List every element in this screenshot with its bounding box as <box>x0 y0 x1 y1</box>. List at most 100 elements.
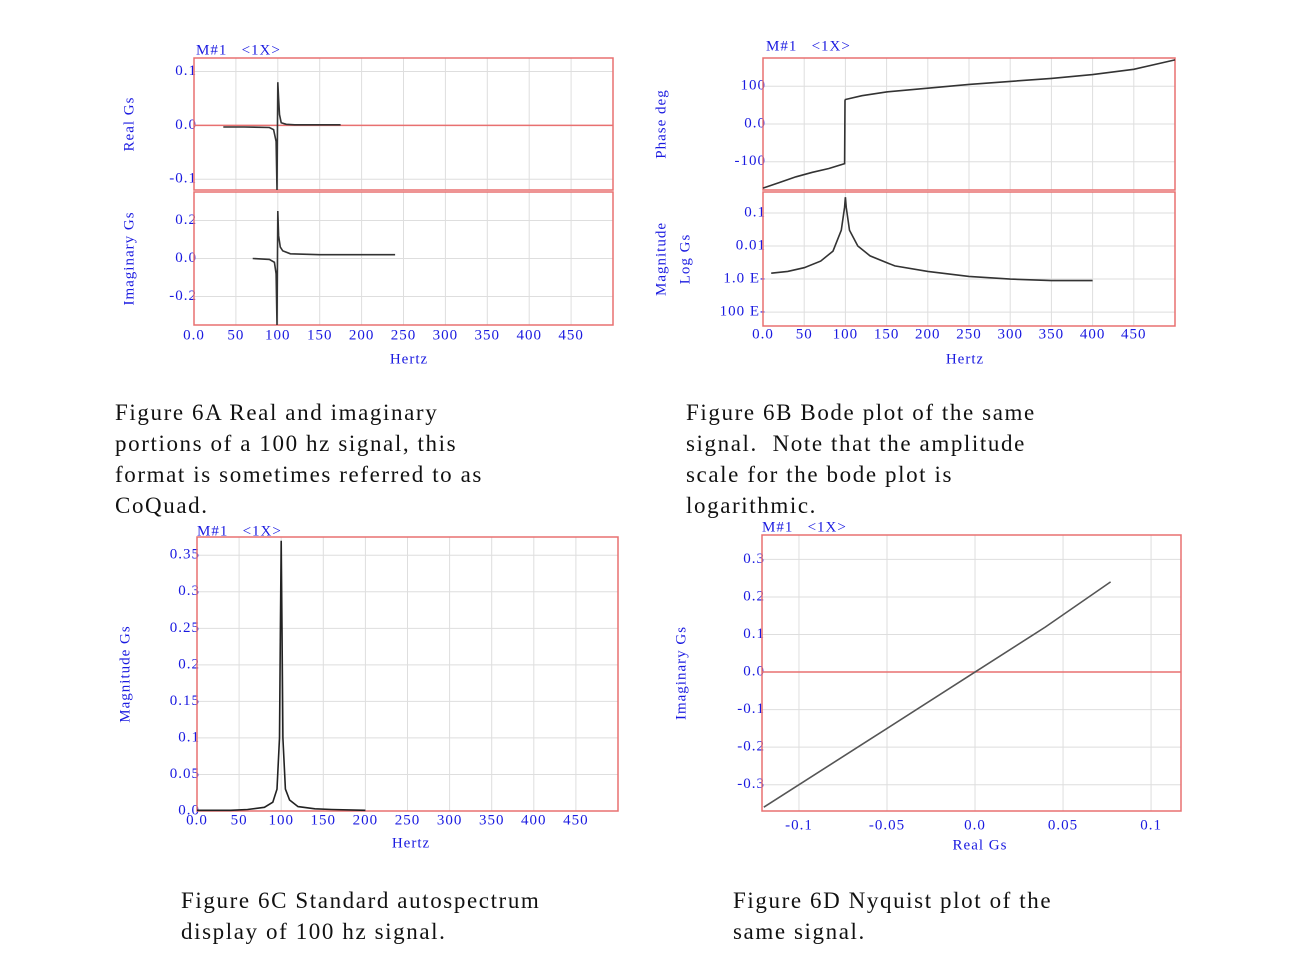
x-tick-label: 150 <box>311 812 337 828</box>
caption-line: logarithmic. <box>686 493 817 518</box>
caption: Figure 6D Nyquist plot of the same signal… <box>733 885 1052 947</box>
caption-line: same signal. <box>733 919 866 944</box>
y-tick-label: 0.05 <box>170 766 200 782</box>
plot-frame <box>196 536 619 812</box>
y-axis-label: Log Gs <box>677 234 693 285</box>
x-tick-label: 400 <box>521 812 547 828</box>
x-tick-label: 400 <box>1080 326 1106 342</box>
x-tick-label: 250 <box>391 327 417 343</box>
caption-line: Figure 6B Bode plot of the same <box>686 400 1036 425</box>
y-tick-label: 0.2 <box>178 656 200 672</box>
x-tick-label: 100 <box>833 326 859 342</box>
x-tick-label: 0.0 <box>964 817 986 833</box>
x-tick-label: 50 <box>231 812 248 828</box>
x-axis-label: Real Gs <box>953 837 1008 853</box>
x-tick-label: 200 <box>349 327 375 343</box>
y-tick-label: 0.1 <box>178 729 200 745</box>
y-tick-label: -0.1 <box>169 171 197 187</box>
caption: Figure 6B Bode plot of the same signal. N… <box>686 397 1036 521</box>
x-tick-label: 250 <box>956 326 982 342</box>
caption-line: scale for the bode plot is <box>686 462 954 487</box>
x-tick-label: 150 <box>874 326 900 342</box>
caption-line: Figure 6C Standard autospectrum <box>181 888 541 913</box>
y-tick-label: -0.3 <box>737 776 765 792</box>
y-tick-label: -0.1 <box>737 701 765 717</box>
y-tick-label: -0.2 <box>737 739 765 755</box>
y-axis-label: Magnitude Gs <box>117 625 133 722</box>
x-tick-label: 300 <box>997 326 1023 342</box>
data-line <box>252 210 396 326</box>
caption: Figure 6A Real and imaginary portions of … <box>115 397 483 521</box>
caption-line: portions of a 100 hz signal, this <box>115 431 458 456</box>
marker-label: M#1 <1X> <box>762 519 847 535</box>
x-tick-label: 0.1 <box>1140 817 1162 833</box>
y-axis-label: Imaginary Gs <box>121 211 137 305</box>
x-tick-label: 0.05 <box>1048 817 1078 833</box>
x-tick-label: 100 <box>265 327 291 343</box>
x-tick-label: 200 <box>353 812 379 828</box>
y-tick-label: 100 <box>741 78 767 94</box>
y-tick-label: 0.25 <box>170 620 200 636</box>
y-tick-label: 1.0 E- <box>723 270 766 286</box>
caption: Figure 6C Standard autospectrum display o… <box>181 885 540 947</box>
y-tick-label: 0.2 <box>743 588 765 604</box>
x-tick-label: -0.05 <box>869 817 905 833</box>
x-tick-label: 300 <box>433 327 459 343</box>
data-line <box>771 197 1093 282</box>
x-tick-label: 450 <box>1121 326 1147 342</box>
y-tick-label: 0.0 <box>175 117 197 133</box>
plot-frame <box>193 191 614 326</box>
caption-line: signal. Note that the amplitude <box>686 431 1026 456</box>
y-axis-label: Imaginary Gs <box>673 626 689 720</box>
x-tick-label: 350 <box>475 327 501 343</box>
x-tick-label: -0.1 <box>785 817 813 833</box>
x-tick-label: 350 <box>1039 326 1065 342</box>
plot-frame <box>761 534 1182 812</box>
y-tick-label: 100 E- <box>720 304 766 320</box>
x-tick-label: 150 <box>307 327 333 343</box>
y-tick-label: 0.0 <box>744 115 766 131</box>
caption-line: CoQuad. <box>115 493 209 518</box>
x-tick-label: 250 <box>395 812 421 828</box>
y-tick-label: 0.2 <box>175 212 197 228</box>
x-tick-label: 400 <box>516 327 542 343</box>
y-tick-label: 0.3 <box>743 551 765 567</box>
x-tick-label: 350 <box>479 812 505 828</box>
x-axis-label: Hertz <box>946 351 984 367</box>
y-tick-label: -0.2 <box>169 288 197 304</box>
x-tick-label: 450 <box>558 327 584 343</box>
caption-line: Figure 6A Real and imaginary <box>115 400 439 425</box>
caption-line: Figure 6D Nyquist plot of the <box>733 888 1053 913</box>
x-tick-label: 50 <box>227 327 244 343</box>
data-line <box>763 581 1112 808</box>
caption-line: display of 100 hz signal. <box>181 919 447 944</box>
y-tick-label: 0.35 <box>170 547 200 563</box>
x-tick-label: 0.0 <box>183 327 205 343</box>
x-tick-label: 50 <box>796 326 813 342</box>
marker-label: M#1 <1X> <box>196 42 281 58</box>
x-axis-label: Hertz <box>390 351 428 367</box>
x-tick-label: 0.0 <box>186 812 208 828</box>
caption-line: format is sometimes referred to as <box>115 462 483 487</box>
y-axis-label: Phase deg <box>653 89 669 158</box>
plot-frame <box>762 57 1176 191</box>
marker-label: M#1 <1X> <box>197 523 282 539</box>
y-tick-label: 0.3 <box>178 583 200 599</box>
x-tick-label: 450 <box>563 812 589 828</box>
data-line <box>762 59 1176 189</box>
y-tick-label: 0.0 <box>175 250 197 266</box>
x-tick-label: 100 <box>268 812 294 828</box>
y-tick-label: 0.1 <box>743 626 765 642</box>
y-tick-label: -100 <box>735 153 767 169</box>
x-tick-label: 0.0 <box>752 326 774 342</box>
y-tick-label: 0.15 <box>170 693 200 709</box>
y-tick-label: 0.1 <box>744 204 766 220</box>
data-line <box>197 540 366 812</box>
plot-frame <box>762 191 1176 327</box>
marker-label: M#1 <1X> <box>766 38 851 54</box>
x-tick-label: 200 <box>915 326 941 342</box>
y-tick-label: 0.0 <box>178 802 200 818</box>
x-tick-label: 300 <box>437 812 463 828</box>
